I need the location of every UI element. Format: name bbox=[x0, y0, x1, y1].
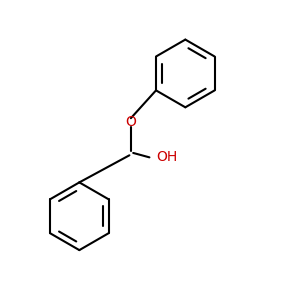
Text: OH: OH bbox=[156, 150, 177, 164]
Text: O: O bbox=[125, 115, 136, 129]
